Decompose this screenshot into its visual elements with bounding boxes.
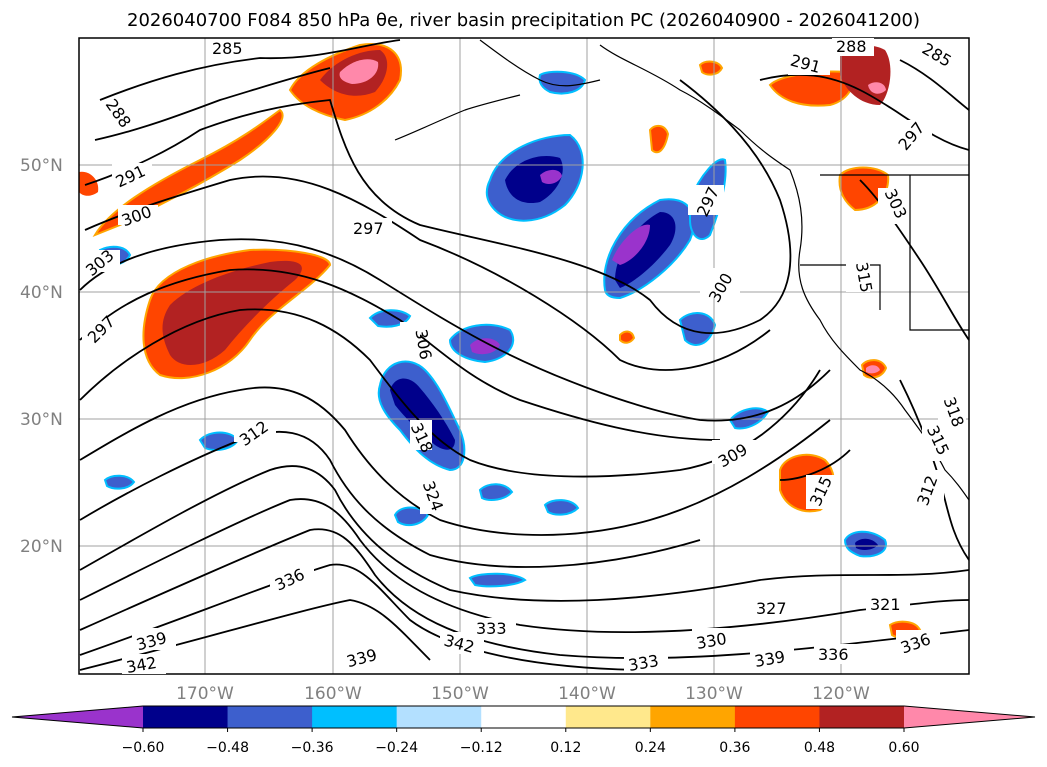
colorbar-tick-label: −0.12 <box>460 740 503 756</box>
negative-patch <box>198 431 240 451</box>
colorbar-tick-label: 0.60 <box>888 740 919 756</box>
min-negative-region <box>540 169 562 184</box>
lat-label: 50°N <box>20 156 63 176</box>
theta-e-contours <box>79 39 969 671</box>
lon-label: 170°W <box>176 684 234 704</box>
lon-label: 160°W <box>304 684 362 704</box>
colorbar-segment <box>396 706 482 728</box>
lon-label: 150°W <box>431 684 489 704</box>
colorbar-segment <box>143 706 229 728</box>
colorbar-tick-label: 0.12 <box>550 740 581 756</box>
positive-anomaly-band <box>92 108 284 238</box>
min-negative-region-2 <box>612 224 650 265</box>
colorbar-segment <box>565 706 651 728</box>
contour-label: 327 <box>756 599 787 618</box>
lon-label: 120°W <box>812 684 870 704</box>
contour-label: 321 <box>870 595 901 614</box>
contour-labels: 285 288 291 300 303 297 297 306 312 318 … <box>80 37 968 677</box>
lon-label: 140°W <box>558 684 616 704</box>
contour-label: 285 <box>212 39 243 58</box>
colorbar-segment <box>734 706 820 728</box>
colorbar-segment <box>650 706 736 728</box>
colorbar-segment <box>227 706 313 728</box>
contour-label: 333 <box>476 619 507 638</box>
contour-label: 297 <box>353 219 384 238</box>
negative-patch <box>538 70 587 95</box>
coastlines <box>394 39 969 501</box>
contour-label: 288 <box>836 37 867 56</box>
gridlines <box>79 38 969 674</box>
colorbar-tick-label: −0.48 <box>206 740 249 756</box>
colorbar-tick-label: −0.24 <box>375 740 418 756</box>
lon-label: 130°W <box>685 684 743 704</box>
negative-patch <box>468 572 527 588</box>
contour-label: 297 <box>84 312 119 347</box>
lat-label: 30°N <box>20 410 63 430</box>
colorbar-segment <box>481 706 567 728</box>
colorbar-segment <box>819 706 905 728</box>
negative-patch <box>543 499 580 516</box>
strong-positive-region <box>162 260 302 366</box>
colorbar-tick-label: −0.60 <box>122 740 165 756</box>
latitude-labels: 50°N 40°N 30°N 20°N <box>20 156 63 557</box>
negative-patch <box>728 407 770 430</box>
positive-patch <box>648 124 670 154</box>
negative-patch <box>103 474 136 490</box>
longitude-labels: 170°W 160°W 150°W 140°W 130°W 120°W <box>176 684 870 704</box>
colorbar: −0.60 −0.48 −0.36 −0.24 −0.12 0.12 0.24 0.36 0.4… <box>11 705 1036 756</box>
positive-patch <box>698 60 724 76</box>
colorbar-segment <box>312 706 398 728</box>
contour-label: 288 <box>102 95 135 131</box>
colorbar-tick-label: −0.36 <box>291 740 334 756</box>
positive-patch <box>868 82 886 94</box>
map-frame <box>78 37 970 675</box>
negative-patch <box>470 338 500 355</box>
max-positive-top <box>339 59 379 84</box>
negative-patch <box>393 506 430 527</box>
colorbar-extend-low <box>12 706 143 728</box>
strong-negative-region-2 <box>615 212 676 288</box>
positive-patch <box>866 365 880 374</box>
colorbar-extend-high <box>904 706 1035 728</box>
contour-label: 306 <box>411 328 435 361</box>
strong-negative-region <box>505 156 563 204</box>
lat-label: 40°N <box>20 283 63 303</box>
colorbar-tick-label: 0.36 <box>719 740 750 756</box>
negative-patch <box>678 312 717 346</box>
colorbar-tick-label: 0.24 <box>635 740 666 756</box>
lat-label: 20°N <box>20 537 63 557</box>
contour-label: 336 <box>818 645 849 664</box>
colorbar-tick-label: 0.48 <box>804 740 835 756</box>
strong-negative-region-3 <box>390 378 455 450</box>
positive-patch <box>619 330 636 344</box>
negative-patch <box>855 538 878 550</box>
map-title: 2026040700 F084 850 hPa θe, river basin … <box>127 10 920 31</box>
negative-patch <box>478 483 514 501</box>
